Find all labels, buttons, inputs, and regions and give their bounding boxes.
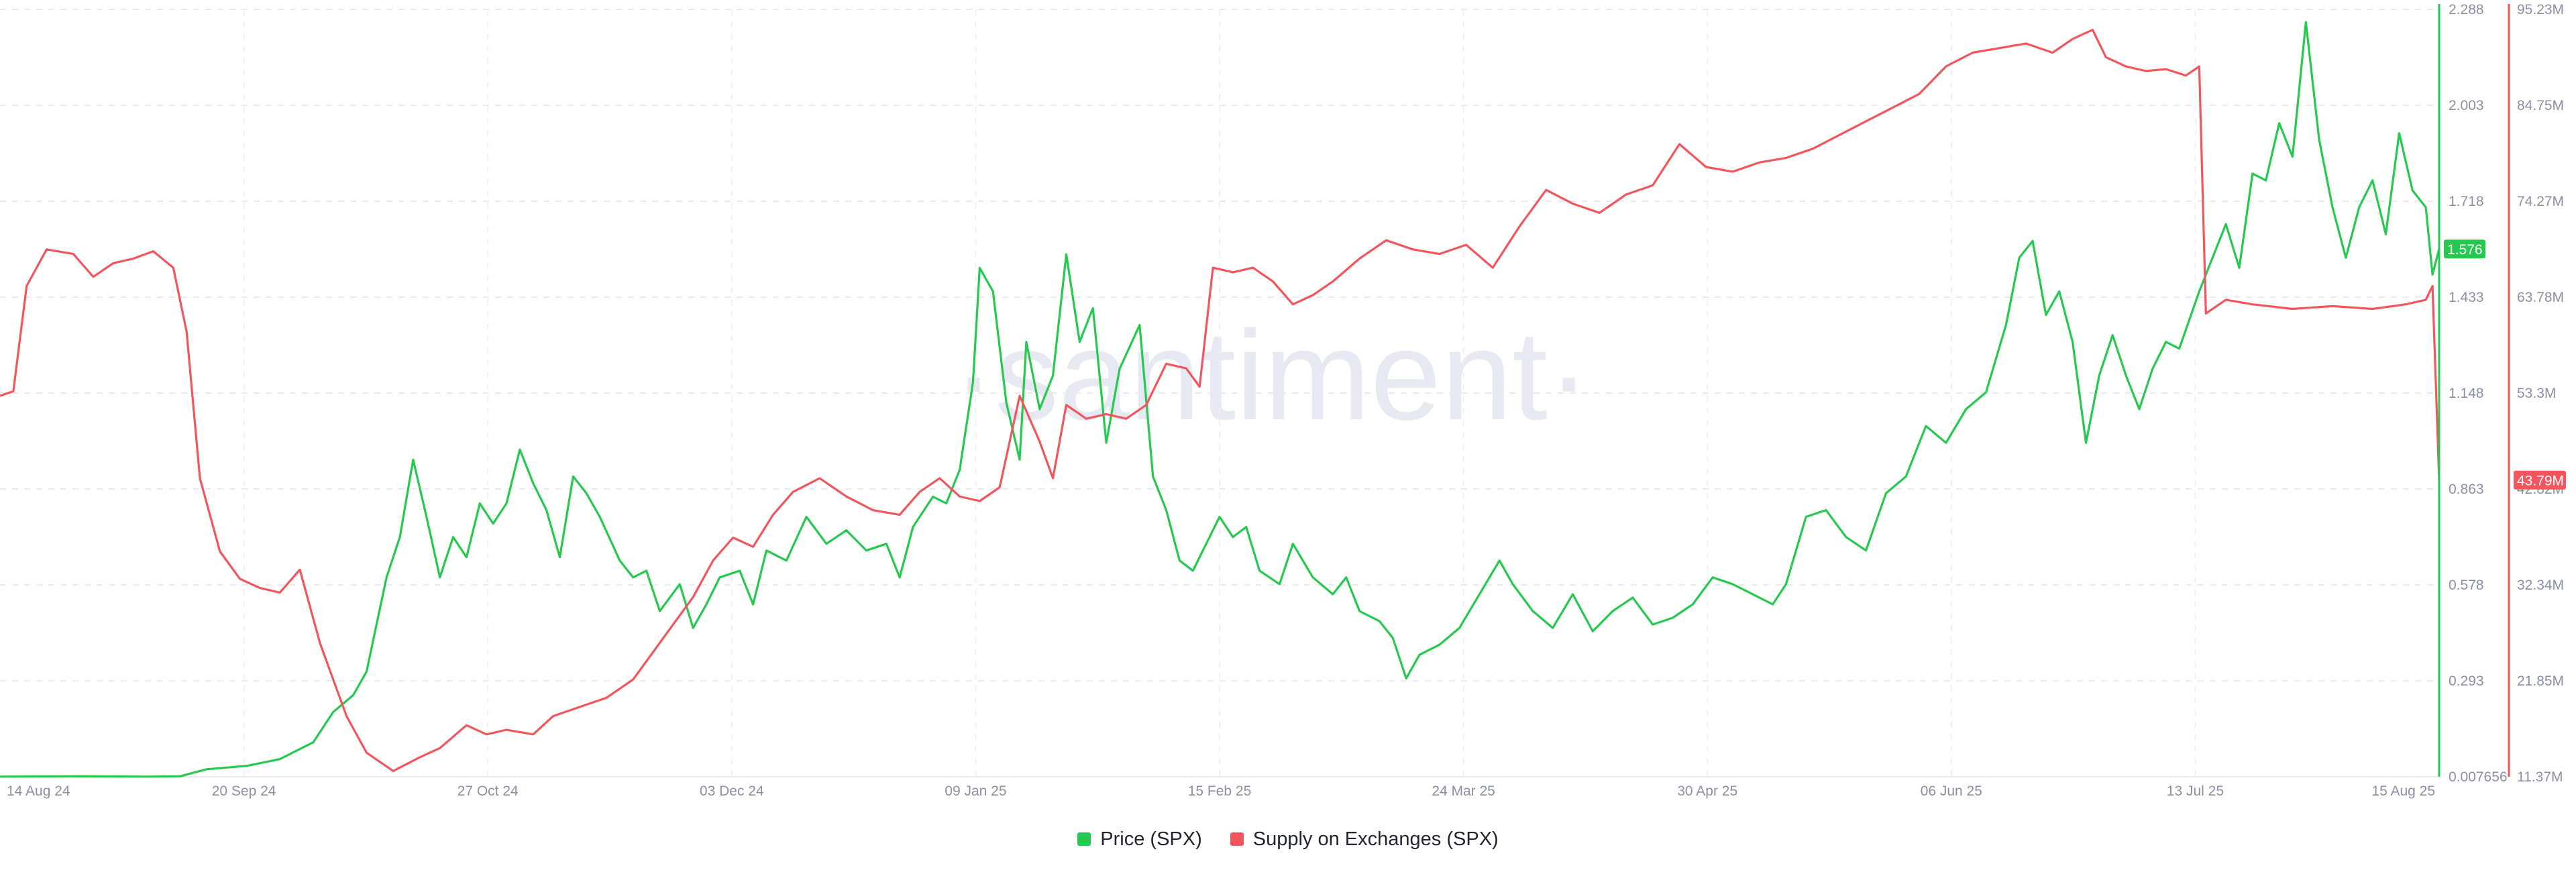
- y-tick-label-price: 1.433: [2449, 290, 2484, 305]
- y-tick-label-price: 0.578: [2449, 578, 2484, 593]
- y-tick-label-supply: 95.23M: [2517, 2, 2564, 17]
- y-tick-label-supply: 32.34M: [2517, 578, 2564, 593]
- legend: Price (SPX) Supply on Exchanges (SPX): [0, 824, 2576, 855]
- y-tick-label-supply: 63.78M: [2517, 290, 2564, 305]
- series-line-price[interactable]: [0, 21, 2440, 778]
- x-tick-label: 27 Oct 24: [458, 783, 519, 799]
- x-tick-label: 14 Aug 24: [7, 783, 70, 799]
- watermark: ·santiment·: [953, 305, 1590, 447]
- current-value-badge-price: [2444, 239, 2485, 259]
- legend-swatch-supply: [1230, 832, 1244, 846]
- x-tick-label: 03 Dec 24: [700, 783, 764, 799]
- x-tick-label: 06 Jun 25: [1921, 783, 1982, 799]
- y-tick-label-price: 2.003: [2449, 98, 2484, 113]
- x-tick-label: 30 Apr 25: [1677, 783, 1737, 799]
- x-tick-label: 15 Feb 25: [1188, 783, 1252, 799]
- x-tick-label: 24 Mar 25: [1432, 783, 1495, 799]
- y-tick-label-supply: 84.75M: [2517, 98, 2564, 113]
- legend-swatch-price: [1077, 832, 1091, 846]
- legend-label-supply: Supply on Exchanges (SPX): [1252, 828, 1499, 850]
- y-tick-label-supply: 21.85M: [2517, 673, 2564, 689]
- y-tick-label-price: 1.718: [2449, 194, 2484, 209]
- y-tick-label-price: 2.288: [2449, 2, 2484, 17]
- legend-item-supply[interactable]: Supply on Exchanges (SPX): [1230, 828, 1499, 851]
- grid: [0, 9, 2439, 777]
- y-tick-label-supply: 11.37M: [2517, 769, 2563, 785]
- y-tick-label-price: 0.007656: [2449, 769, 2508, 785]
- current-value-label-supply: 43.79M: [2517, 474, 2564, 489]
- x-tick-label: 09 Jan 25: [945, 783, 1006, 799]
- y-tick-label-price: 0.863: [2449, 482, 2484, 497]
- y-tick-label-price: 1.148: [2449, 386, 2484, 401]
- y-tick-label-supply: 53.3M: [2517, 386, 2556, 401]
- y-axes: 2.288 2.003 1.718 1.433 1.148 0.863 0.578 0.293…: [2438, 2, 2566, 785]
- series-layer: [0, 21, 2440, 778]
- y-tick-label-supply: 74.27M: [2517, 194, 2564, 209]
- current-value-label-price: 1.576: [2447, 242, 2483, 258]
- legend-item-price[interactable]: Price (SPX): [1077, 828, 1202, 851]
- x-tick-label: 13 Jul 25: [2167, 783, 2224, 799]
- series-line-supply[interactable]: [0, 28, 2440, 772]
- x-axis-ticks: 14 Aug 24 20 Sep 24 27 Oct 24 03 Dec 24 09 J…: [7, 783, 2435, 799]
- y-tick-label-price: 0.293: [2449, 673, 2484, 689]
- x-tick-label: 20 Sep 24: [212, 783, 276, 799]
- legend-label-price: Price (SPX): [1100, 828, 1202, 850]
- x-tick-label: 15 Aug 25: [2371, 783, 2435, 799]
- current-value-badge-supply: [2514, 470, 2566, 490]
